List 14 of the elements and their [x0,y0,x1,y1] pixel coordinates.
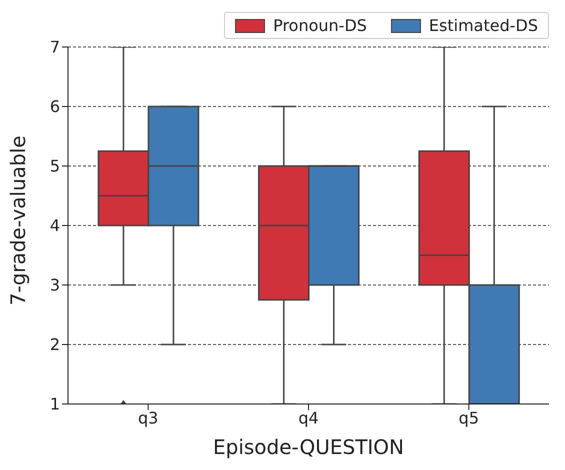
y-tick-label: 2 [50,335,60,354]
y-tick-label: 3 [50,276,60,295]
y-tick-label: 5 [50,156,60,176]
x-tick-label: q5 [458,408,480,428]
y-tick-label: 6 [50,97,60,116]
x-tick-label: q3 [138,408,158,428]
legend-label: Estimated-DS [428,16,538,35]
x-tick-label: q4 [298,408,319,428]
y-tick-label: 4 [50,216,60,236]
y-tick-label: 7 [50,38,60,57]
y-tick-label: 1 [50,394,60,414]
y-axis-title: 7-grade-valuable [6,136,30,306]
x-axis-title: Episode-QUESTION [212,435,404,459]
legend-label: Pronoun-DS [272,16,367,35]
